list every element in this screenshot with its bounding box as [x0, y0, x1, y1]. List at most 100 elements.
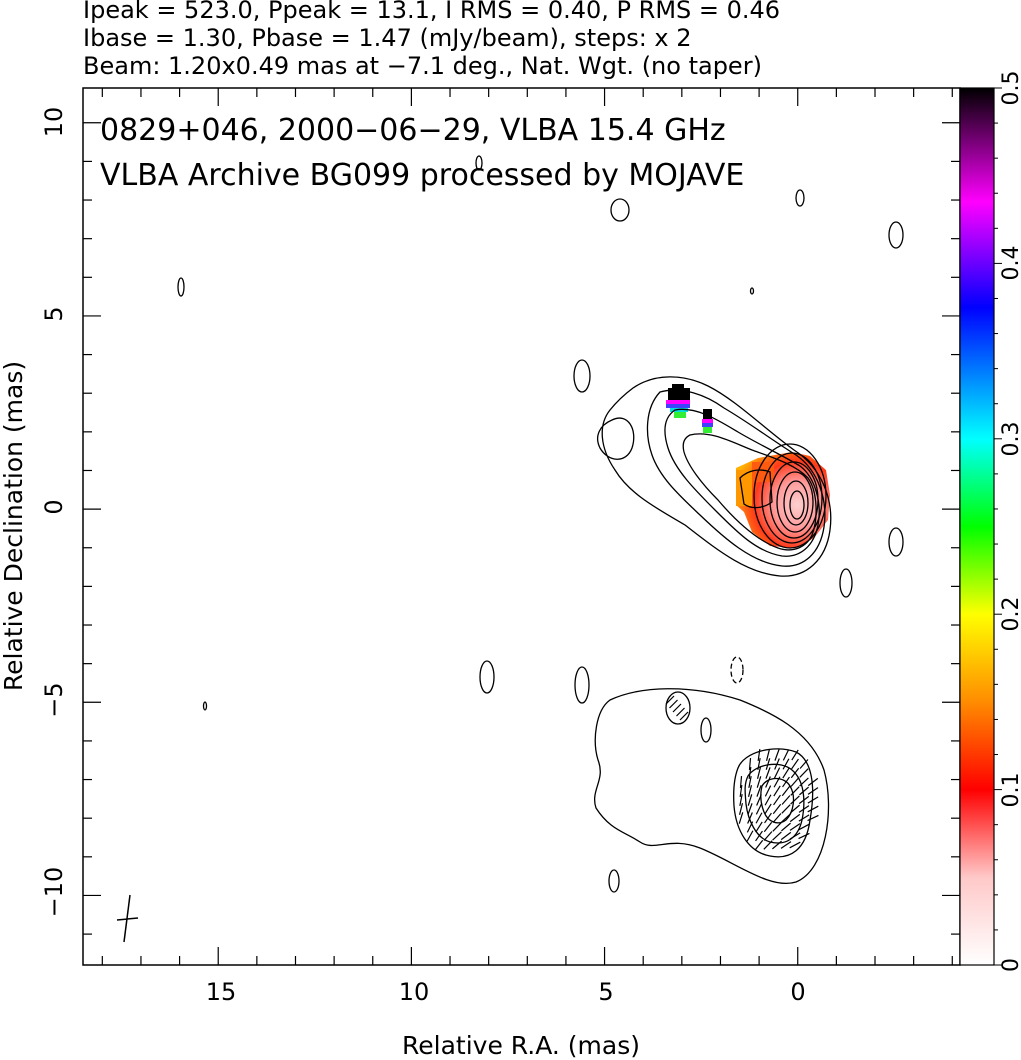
polarization-patch	[666, 404, 690, 408]
polarization-vector	[757, 748, 761, 762]
polarization-vector	[773, 767, 781, 779]
polarization-vector	[669, 699, 678, 709]
polarization-vector	[790, 767, 800, 779]
contour	[597, 417, 635, 460]
polarization-vector	[765, 758, 771, 770]
polarization-vector	[747, 785, 753, 797]
noise-contour	[177, 277, 185, 297]
noise-contour	[888, 527, 904, 557]
polarization-vector	[780, 831, 792, 841]
polarization-vector	[780, 841, 792, 849]
colorbar-ticks	[994, 87, 1002, 966]
noise-contour	[608, 869, 620, 893]
noise-contour	[888, 221, 904, 249]
polarization-vector	[789, 823, 801, 831]
polarization-vector	[757, 757, 761, 771]
polarization-vector	[807, 796, 819, 804]
polarization-vector	[747, 803, 753, 815]
plot-frame	[82, 87, 961, 966]
panel-title-1: 0829+046, 2000−06−29, VLBA 15.4 GHz	[100, 113, 726, 148]
noise-contours	[177, 155, 904, 893]
polarization-vector	[789, 841, 801, 849]
polarization-vector	[738, 812, 744, 824]
y-axis-title: Relative Declination (mas)	[0, 361, 28, 691]
polarization-vector	[781, 822, 791, 832]
polarization-vector	[763, 821, 773, 833]
noise-contour	[573, 359, 591, 393]
polarization-vector	[774, 758, 780, 770]
polarization-patch	[703, 427, 712, 433]
colorbar-tick-label: 0.2	[999, 597, 1021, 632]
polarization-vector	[798, 814, 810, 822]
polarization-vector	[799, 786, 809, 796]
contour	[789, 490, 805, 520]
contour	[776, 471, 814, 533]
x-tick-label: 5	[598, 978, 613, 1006]
intensity-contours-south	[594, 688, 830, 884]
polarization-vector	[774, 749, 780, 761]
contour	[665, 691, 691, 725]
polarization-vector	[755, 812, 763, 824]
noise-contour	[839, 568, 853, 598]
polarization-vector	[772, 831, 782, 841]
noise-contour	[610, 198, 630, 222]
polarization-vector	[763, 840, 773, 850]
polarization-patch	[674, 412, 686, 418]
header-line-1: Ipeak = 523.0, Ppeak = 13.1, I RMS = 0.4…	[83, 0, 780, 24]
noise-contour	[475, 155, 483, 171]
polarization-vector	[772, 822, 782, 832]
polarization-vector	[782, 776, 790, 788]
polarization-vector	[739, 775, 743, 789]
map-content	[116, 155, 904, 943]
contour	[739, 469, 773, 509]
polarization-vector	[782, 767, 790, 779]
y-tick-label: 10	[40, 107, 68, 138]
polarization-vector	[739, 793, 743, 807]
polarization-vector	[807, 814, 819, 822]
polarization-patch	[672, 384, 684, 390]
polarization-vector	[754, 839, 764, 851]
polarization-vector	[765, 767, 771, 779]
polarization-vector	[791, 749, 799, 761]
polarization-vector	[772, 813, 782, 823]
polarization-vector	[790, 804, 800, 814]
polarization-vector	[764, 812, 772, 824]
colorbar-tick-label: 0.1	[999, 773, 1021, 808]
polarization-vector	[798, 832, 810, 840]
polarization-patch	[703, 409, 712, 419]
y-tick-label: 5	[40, 306, 68, 321]
beam-marker	[116, 894, 139, 943]
contour	[700, 717, 712, 743]
x-tick-label: 0	[790, 978, 805, 1006]
polarization-vector	[791, 758, 799, 770]
polarization-vector	[756, 794, 762, 806]
polarization-vector	[748, 766, 752, 780]
colorbar: 0 0.1 0.2 0.3 0.4 0.5	[959, 71, 1021, 972]
polarization-vector	[773, 794, 781, 806]
colorbar-tick-label: 0.5	[999, 71, 1021, 106]
polarization-vector	[748, 775, 752, 789]
contour	[664, 408, 820, 557]
noise-contour	[730, 656, 744, 684]
polarization-vector	[746, 830, 754, 842]
polarization-vector	[763, 831, 773, 841]
polarization-patch	[666, 400, 690, 404]
polarization-vector	[773, 785, 781, 797]
polarization-vector	[790, 795, 800, 805]
colorbar-ramp	[959, 87, 995, 966]
panel-title-2: VLBA Archive BG099 processed by MOJAVE	[100, 158, 744, 193]
polarization-vector	[807, 805, 819, 813]
polarization-vector	[781, 795, 791, 805]
polarization-vector	[807, 777, 819, 787]
y-tick-label: −10	[40, 867, 68, 918]
y-tick-label: −5	[40, 682, 68, 717]
colorbar-tick-label: 0	[999, 958, 1021, 972]
polarization-vector	[799, 768, 809, 778]
polarization-vector	[756, 776, 762, 788]
colorbar-tick-label: 0.3	[999, 422, 1021, 457]
polarization-patch	[702, 423, 713, 427]
polarization-vector	[756, 767, 762, 779]
noise-contour	[795, 189, 805, 207]
polarization-vector	[765, 749, 771, 761]
